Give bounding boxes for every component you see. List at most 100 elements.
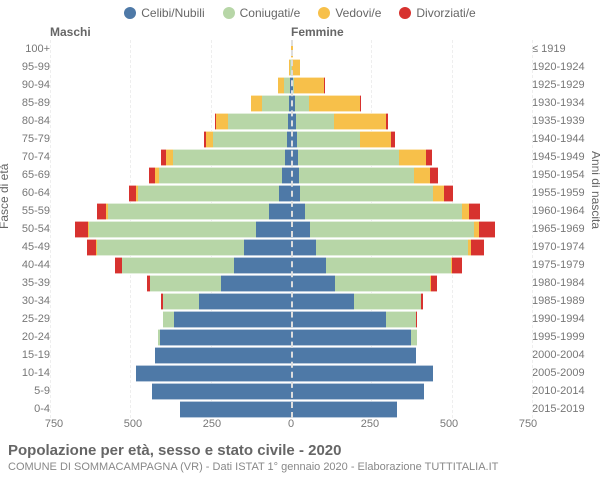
- female-bar: [291, 257, 528, 273]
- legend-item: Divorziati/e: [399, 6, 475, 20]
- age-label: 95-99: [8, 61, 54, 73]
- male-bar: [54, 347, 291, 363]
- x-axis: 7505002500250500750: [8, 418, 592, 436]
- age-label: 55-59: [8, 205, 54, 217]
- birth-label: 1935-1939: [528, 115, 592, 127]
- female-bar: [291, 239, 528, 255]
- age-label: 35-39: [8, 277, 54, 289]
- birth-label: 1955-1959: [528, 187, 592, 199]
- birth-label: 2005-2009: [528, 367, 592, 379]
- age-row: 75-79 1940-1944: [8, 130, 592, 148]
- female-bar: [291, 185, 528, 201]
- legend-label: Celibi/Nubili: [141, 6, 204, 20]
- legend-swatch: [318, 7, 330, 19]
- male-bar: [54, 77, 291, 93]
- female-bar: [291, 221, 528, 237]
- birth-label: 1960-1964: [528, 205, 592, 217]
- birth-label: 1945-1949: [528, 151, 592, 163]
- female-bar: [291, 149, 528, 165]
- age-label: 15-19: [8, 349, 54, 361]
- header-female: Femmine: [291, 24, 532, 40]
- female-bar: [291, 401, 528, 417]
- female-bar: [291, 41, 528, 57]
- age-row: 35-39 1980-1984: [8, 274, 592, 292]
- legend-item: Vedovi/e: [318, 6, 381, 20]
- birth-label: 1925-1929: [528, 79, 592, 91]
- male-bar: [54, 59, 291, 75]
- age-label: 65-69: [8, 169, 54, 181]
- male-bar: [54, 149, 291, 165]
- age-label: 60-64: [8, 187, 54, 199]
- male-bar: [54, 113, 291, 129]
- female-bar: [291, 95, 528, 111]
- x-tick-label: 750: [519, 418, 537, 430]
- age-row: 90-94 1925-1929: [8, 76, 592, 94]
- age-row: 30-34 1985-1989: [8, 292, 592, 310]
- age-label: 20-24: [8, 331, 54, 343]
- male-bar: [54, 203, 291, 219]
- male-bar: [54, 329, 291, 345]
- birth-label: 2015-2019: [528, 403, 592, 415]
- birth-label: 1930-1934: [528, 97, 592, 109]
- x-tick-label: 500: [124, 418, 142, 430]
- legend-swatch: [223, 7, 235, 19]
- female-bar: [291, 167, 528, 183]
- male-bar: [54, 365, 291, 381]
- legend-label: Vedovi/e: [335, 6, 381, 20]
- male-bar: [54, 257, 291, 273]
- female-bar: [291, 329, 528, 345]
- female-bar: [291, 365, 528, 381]
- x-tick-label: 250: [203, 418, 221, 430]
- age-label: 100+: [8, 43, 54, 55]
- male-bar: [54, 41, 291, 57]
- x-tick-label: 0: [288, 418, 294, 430]
- birth-label: 1985-1989: [528, 295, 592, 307]
- age-label: 5-9: [8, 385, 54, 397]
- bar-rows: 100+≤ 191995-991920-192490-941925-192985…: [8, 40, 592, 418]
- age-label: 90-94: [8, 79, 54, 91]
- male-bar: [54, 275, 291, 291]
- age-row: 20-241995-1999: [8, 328, 592, 346]
- male-bar: [54, 95, 291, 111]
- age-label: 50-54: [8, 223, 54, 235]
- male-bar: [54, 401, 291, 417]
- legend-item: Celibi/Nubili: [124, 6, 204, 20]
- birth-label: 2010-2014: [528, 385, 592, 397]
- age-label: 40-44: [8, 259, 54, 271]
- pyramid-chart: Celibi/NubiliConiugati/eVedovi/eDivorzia…: [0, 0, 600, 500]
- chart-subtitle: COMUNE DI SOMMACAMPAGNA (VR) - Dati ISTA…: [8, 461, 592, 473]
- age-row: 45-491970-1974: [8, 238, 592, 256]
- age-label: 75-79: [8, 133, 54, 145]
- header-male: Maschi: [50, 24, 291, 40]
- female-bar: [291, 77, 528, 93]
- age-label: 30-34: [8, 295, 54, 307]
- male-bar: [54, 221, 291, 237]
- age-row: 5-9 2010-2014: [8, 382, 592, 400]
- age-row: 50-54 1965-1969: [8, 220, 592, 238]
- age-label: 70-74: [8, 151, 54, 163]
- birth-label: 1950-1954: [528, 169, 592, 181]
- legend-label: Divorziati/e: [416, 6, 475, 20]
- age-label: 0-4: [8, 403, 54, 415]
- female-bar: [291, 311, 528, 327]
- birth-label: 1940-1944: [528, 133, 592, 145]
- birth-label: 1970-1974: [528, 241, 592, 253]
- birth-label: 1990-1994: [528, 313, 592, 325]
- chart-title: Popolazione per età, sesso e stato civil…: [8, 442, 592, 459]
- y-axis-title-right: Anni di nascita: [589, 151, 600, 229]
- male-bar: [54, 383, 291, 399]
- birth-label: 1975-1979: [528, 259, 592, 271]
- age-row: 85-891930-1934: [8, 94, 592, 112]
- age-label: 10-14: [8, 367, 54, 379]
- column-headers: Maschi Femmine: [8, 24, 592, 40]
- male-bar: [54, 293, 291, 309]
- x-tick-label: 500: [440, 418, 458, 430]
- female-bar: [291, 131, 528, 147]
- age-row: 10-14 2005-2009: [8, 364, 592, 382]
- male-bar: [54, 239, 291, 255]
- birth-label: 1965-1969: [528, 223, 592, 235]
- birth-label: 1980-1984: [528, 277, 592, 289]
- age-row: 55-59 1960-1964: [8, 202, 592, 220]
- birth-label: 1920-1924: [528, 61, 592, 73]
- male-bar: [54, 167, 291, 183]
